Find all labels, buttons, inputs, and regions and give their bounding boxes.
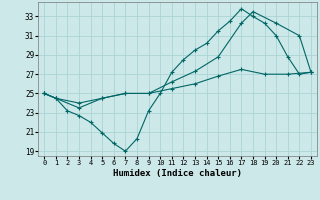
X-axis label: Humidex (Indice chaleur): Humidex (Indice chaleur): [113, 169, 242, 178]
